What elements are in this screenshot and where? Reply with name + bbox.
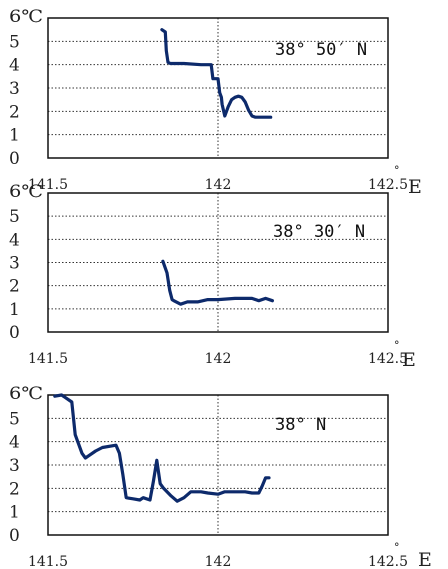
x-tick-label: 142.5 [368,351,408,367]
y-axis-label: 6℃ [9,384,43,404]
y-tick-label: 3 [9,456,20,476]
temperature-line-0-0 [160,28,273,119]
y-tick-label: 3 [9,79,20,99]
y-tick-label: 0 [9,526,20,546]
x-tick-label: 142 [205,351,232,367]
latitude-annotation: 38° 30′ N [273,222,365,242]
x-axis-label: E [402,349,416,371]
x-tick-label: 142 [205,177,232,193]
plot-frame-1 [47,192,389,333]
x-axis-label: E [418,549,432,569]
x-tick-label: 141.5 [28,554,68,569]
x-tick-label: 142.5 [368,177,408,193]
y-tick-label: 3 [9,254,20,274]
y-tick-label: 4 [9,433,20,453]
y-tick-label: 5 [9,32,20,52]
y-tick-label: 0 [9,323,20,343]
y-tick-label: 1 [9,503,20,523]
y-tick-label: 4 [9,56,20,76]
x-unit-degree-mark: ° [394,164,400,177]
x-tick-label: 141.5 [28,177,68,193]
plot-frame-0 [47,17,389,159]
y-tick-label: 0 [9,149,20,169]
latitude-annotation: 38° 50′ N [275,40,367,60]
x-tick-label: 141.5 [28,351,68,367]
y-tick-label: 1 [9,126,20,146]
y-axis-label: 6℃ [9,182,43,202]
y-tick-label: 5 [9,409,20,429]
y-tick-label: 2 [9,479,20,499]
y-tick-label: 2 [9,102,20,122]
x-unit-degree-mark: ° [394,339,400,352]
temperature-line-2-0 [53,393,271,503]
y-tick-label: 5 [9,207,20,227]
x-tick-label: 142.5 [368,554,408,569]
x-axis-label: E [408,176,422,198]
x-unit-degree-mark: ° [394,541,400,554]
plot-frame-2 [47,394,389,536]
y-tick-label: 2 [9,277,20,297]
x-tick-label: 142 [205,554,232,569]
y-tick-label: 1 [9,300,20,320]
temperature-line-1-0 [161,259,274,306]
y-tick-label: 4 [9,230,20,250]
y-axis-label: 6℃ [9,7,43,27]
latitude-annotation: 38° N [275,415,326,435]
